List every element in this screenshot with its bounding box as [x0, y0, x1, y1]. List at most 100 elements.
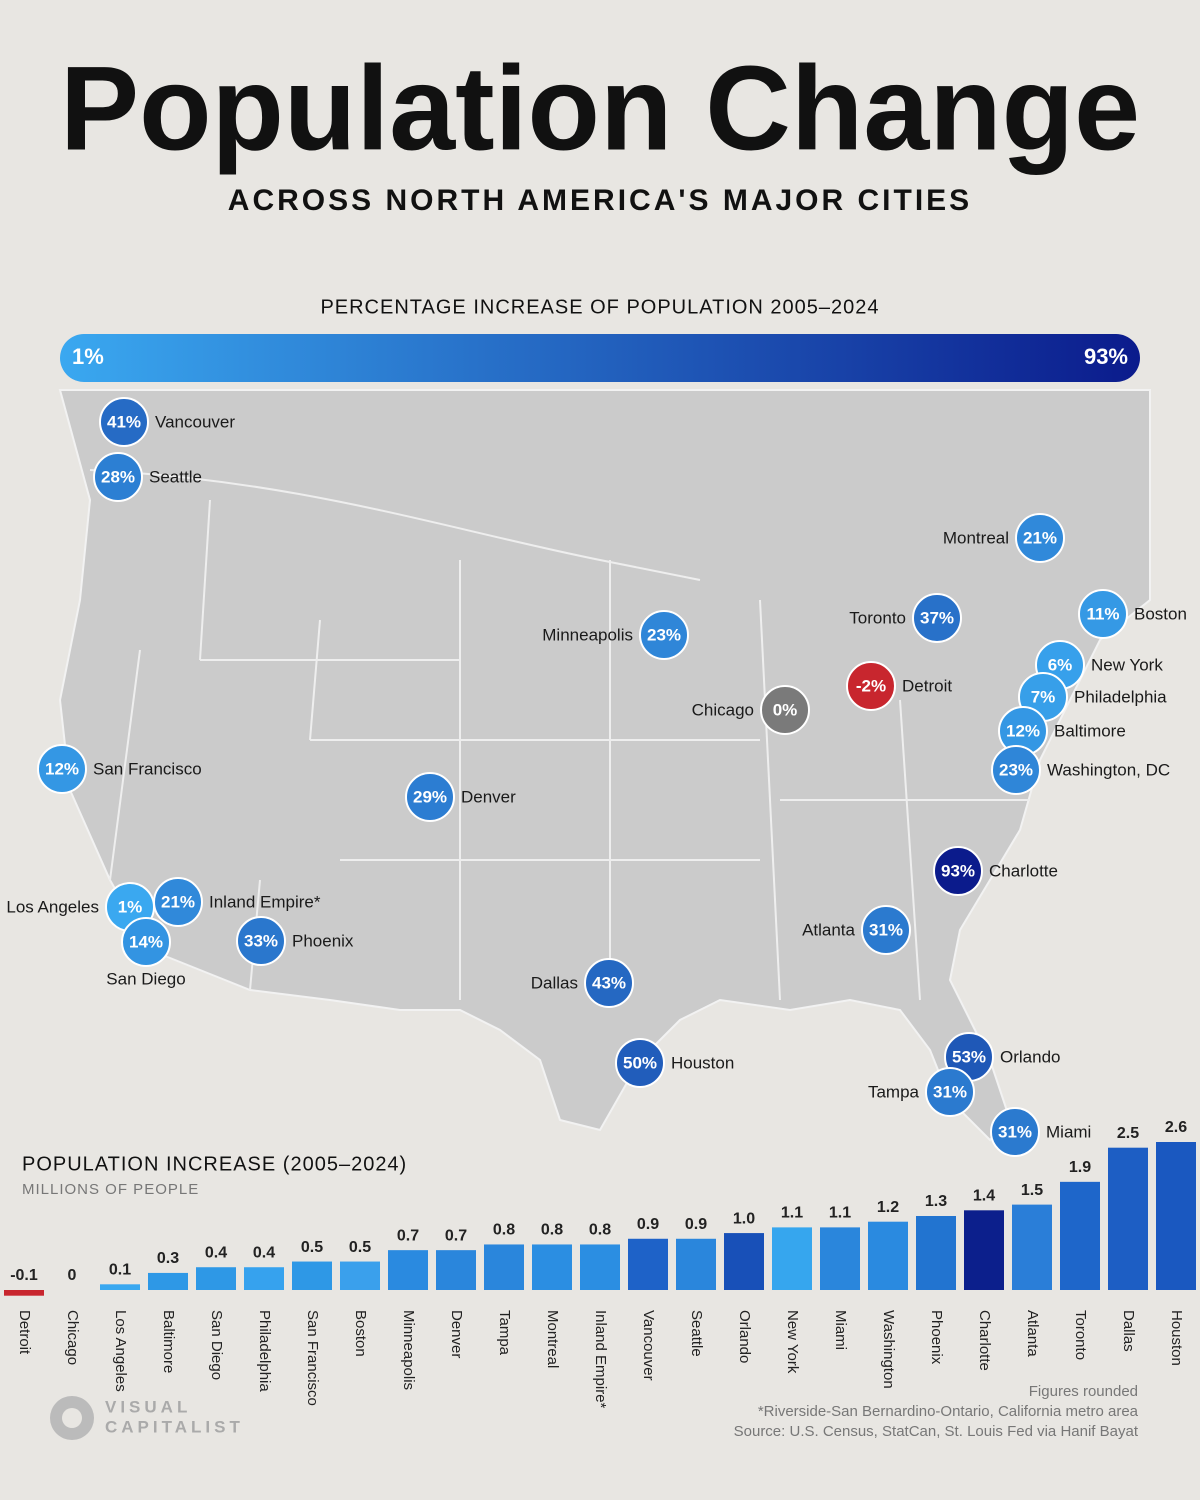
bubble-label: -2% — [856, 676, 886, 695]
x-tick-label: San Diego — [208, 1310, 225, 1380]
x-tick-label: Inland Empire* — [592, 1310, 609, 1409]
city-name: Charlotte — [989, 861, 1058, 880]
city-name: New York — [1091, 655, 1163, 674]
bar — [4, 1290, 44, 1296]
bar — [1012, 1204, 1052, 1290]
note: *Riverside-San Bernardino-Ontario, Calif… — [758, 1403, 1139, 1420]
bar-value-label: -0.1 — [10, 1267, 38, 1284]
bar-value-label: 0.8 — [589, 1222, 611, 1239]
city-name: Phoenix — [292, 931, 354, 950]
colorbar-label: 1% — [72, 344, 104, 369]
city-bubble — [760, 685, 810, 735]
x-tick-label: Tampa — [496, 1310, 513, 1356]
bar — [484, 1244, 524, 1290]
bar-value-label: 0.8 — [493, 1222, 515, 1239]
city-bubble — [37, 744, 87, 794]
colorbar-label: 93% — [1084, 344, 1128, 369]
bar — [196, 1267, 236, 1290]
bar-value-label: 1.5 — [1021, 1182, 1043, 1199]
bar-subtitle: MILLIONS OF PEOPLE — [22, 1181, 199, 1198]
bubble-label: 31% — [933, 1082, 967, 1101]
bubble-label: 41% — [107, 412, 141, 431]
bar — [100, 1284, 140, 1290]
bar — [820, 1227, 860, 1290]
x-tick-label: Atlanta — [1024, 1310, 1041, 1357]
bar-title: POPULATION INCREASE (2005–2024) — [22, 1153, 407, 1175]
city-name: Atlanta — [802, 920, 855, 939]
bubble-label: 14% — [129, 932, 163, 951]
brand: VISUAL — [105, 1397, 191, 1416]
bar — [1156, 1142, 1196, 1290]
city-name: Orlando — [1000, 1047, 1060, 1066]
bar-value-label: 2.6 — [1165, 1119, 1187, 1136]
bubble-label: 0% — [773, 700, 798, 719]
x-tick-label: Detroit — [16, 1310, 33, 1355]
city-name: Boston — [1134, 604, 1187, 623]
x-tick-label: Charlotte — [976, 1310, 993, 1371]
bar-value-label: 1.2 — [877, 1199, 899, 1216]
city-name: Los Angeles — [6, 897, 99, 916]
city-name: Inland Empire* — [209, 892, 321, 911]
bar — [772, 1227, 812, 1290]
x-tick-label: Denver — [448, 1310, 465, 1358]
city-name: Houston — [671, 1053, 734, 1072]
x-tick-label: San Francisco — [304, 1310, 321, 1406]
bar-value-label: 0.5 — [301, 1239, 323, 1256]
bar-value-label: 0 — [68, 1267, 77, 1284]
bar-value-label: 0.7 — [397, 1227, 419, 1244]
city-bubble — [236, 916, 286, 966]
bubble-label: 1% — [118, 897, 143, 916]
bar — [1060, 1181, 1100, 1290]
colorbar — [60, 334, 1140, 382]
bar-value-label: 0.4 — [253, 1244, 275, 1261]
bar-value-label: 0.9 — [637, 1216, 659, 1233]
city-bubble — [861, 905, 911, 955]
x-tick-label: Miami — [832, 1310, 849, 1350]
bar-value-label: 0.9 — [685, 1216, 707, 1233]
bar-value-label: 0.7 — [445, 1227, 467, 1244]
bubble-label: 37% — [920, 608, 954, 627]
bubble-label: 43% — [592, 973, 626, 992]
bar — [436, 1250, 476, 1290]
bar-value-label: 0.1 — [109, 1262, 131, 1279]
city-name: Baltimore — [1054, 721, 1126, 740]
x-tick-label: Baltimore — [160, 1310, 177, 1373]
bar-value-label: 0.4 — [205, 1244, 227, 1261]
x-tick-label: Seattle — [688, 1310, 705, 1357]
city-bubble — [99, 397, 149, 447]
bubble-label: 12% — [1006, 721, 1040, 740]
x-tick-label: Houston — [1168, 1310, 1185, 1366]
bar-value-label: 0.5 — [349, 1239, 371, 1256]
city-bubble — [121, 917, 171, 967]
bar — [340, 1261, 380, 1290]
bubble-label: 21% — [1023, 528, 1057, 547]
x-tick-label: Vancouver — [640, 1310, 657, 1381]
bar-value-label: 2.5 — [1117, 1125, 1139, 1142]
bubble-label: 23% — [999, 760, 1033, 779]
bar-value-label: 1.9 — [1069, 1159, 1091, 1176]
city-name: Seattle — [149, 467, 202, 486]
bubble-label: 50% — [623, 1053, 657, 1072]
city-bubble — [912, 593, 962, 643]
x-tick-label: Boston — [352, 1310, 369, 1357]
subtitle: ACROSS NORTH AMERICA'S MAJOR CITIES — [228, 184, 972, 217]
city-name: Tampa — [868, 1082, 920, 1101]
city-bubble — [846, 661, 896, 711]
city-bubble — [639, 610, 689, 660]
bubble-label: 28% — [101, 467, 135, 486]
bar-value-label: 1.3 — [925, 1193, 947, 1210]
note: Figures rounded — [1029, 1383, 1138, 1400]
x-tick-label: Minneapolis — [400, 1310, 417, 1390]
city-bubble — [584, 958, 634, 1008]
bar-value-label: 0.8 — [541, 1222, 563, 1239]
bubble-label: 11% — [1086, 604, 1119, 623]
bar — [964, 1210, 1004, 1290]
city-bubble — [933, 846, 983, 896]
x-tick-label: Philadelphia — [256, 1310, 273, 1392]
city-bubble — [1078, 589, 1128, 639]
city-bubble — [925, 1067, 975, 1117]
x-tick-label: Phoenix — [928, 1310, 945, 1365]
city-name: Denver — [461, 787, 516, 806]
bar — [292, 1261, 332, 1290]
